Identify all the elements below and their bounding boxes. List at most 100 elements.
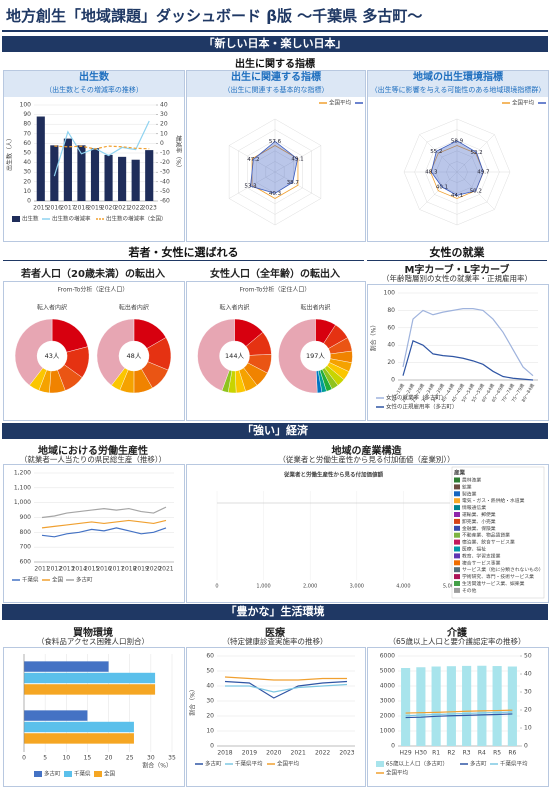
x-tick-label: 0 xyxy=(215,584,218,590)
bar xyxy=(77,145,86,201)
chart-title: 地域の出生環境指標 xyxy=(413,72,503,83)
y2-tick-label: 30 xyxy=(524,689,532,696)
x-tick-label: R5 xyxy=(493,750,501,757)
panel: 0 5 10 15 20 25 30 35 割合（%） 多古町 千葉県 全国 xyxy=(3,647,185,787)
data-label: 40.1 xyxy=(436,185,448,191)
y-tick-label: 20 xyxy=(206,713,214,720)
bar xyxy=(446,666,456,746)
y-tick-label: 800 xyxy=(20,529,32,536)
legend-label: 出生数 xyxy=(22,215,39,223)
legend-swatch xyxy=(454,560,460,566)
chart-title: 介護 xyxy=(447,628,467,639)
y2-tick-label: 40 xyxy=(524,671,532,678)
legend-label: 製造業 xyxy=(462,490,477,497)
x-tick-label: 10 xyxy=(62,755,70,762)
x-tick-label: 2020 xyxy=(266,750,281,757)
y-axis-label: 出生数（人） xyxy=(6,135,14,171)
y-tick-label: 30 xyxy=(23,169,31,176)
pie-slice xyxy=(14,318,53,386)
x-tick-label: 2011 xyxy=(34,566,49,573)
x-tick-label: 5 xyxy=(43,755,47,762)
legend-label: 全国平均 xyxy=(277,760,300,768)
chart-subtitle: （出生等に影響を与える可能性のある地域環境指標群） xyxy=(370,86,546,94)
legend-label: 電気・ガス・熱供給・水道業 xyxy=(462,497,525,504)
x-tick-label: H29 xyxy=(400,750,412,757)
y-tick-label: 1,000 xyxy=(14,499,31,506)
legend-swatch xyxy=(454,546,460,552)
bar xyxy=(50,145,59,201)
bar xyxy=(24,721,134,733)
legend-swatch xyxy=(12,216,20,222)
y-tick-label: 90 xyxy=(23,111,31,118)
legend-label: 金融業、保険業 xyxy=(462,525,496,532)
legend-swatch xyxy=(454,532,460,538)
y2-tick-label: -50 xyxy=(160,188,170,195)
data-label: 38.7 xyxy=(287,180,300,186)
pie-title: 転入者内訳 xyxy=(220,304,250,312)
legend-label: サービス業（他に分類されないもの） xyxy=(462,566,544,573)
title-rule xyxy=(2,30,548,32)
section-band: 「強い」経済 xyxy=(2,423,548,439)
y-tick-label: 40 xyxy=(387,342,395,349)
chart-subtitle: （特定健康診査実施率の推移） xyxy=(222,637,328,646)
donut-subtitle: From-To分析（定住人口） xyxy=(240,286,311,294)
y-tick-label: 50 xyxy=(23,150,31,157)
x-tick-label: 2020 xyxy=(101,205,116,212)
bar xyxy=(145,150,154,201)
legend-label: 全国平均 xyxy=(512,99,535,107)
legend-swatch xyxy=(454,525,460,531)
x-tick-label: R4 xyxy=(478,750,486,757)
bar xyxy=(118,156,127,201)
bar xyxy=(63,138,72,201)
chart: 従業者と労働生産性から見る付加価値額 0 1,000 2,000 3,000 4,000 5… xyxy=(215,466,545,599)
y-tick-label: 700 xyxy=(20,544,32,551)
line-series xyxy=(402,308,534,377)
x-tick-label: 5,000 xyxy=(443,584,457,590)
legend-swatch xyxy=(64,771,72,777)
chart: 0102030405060708090100-60-50-40-30-20-10… xyxy=(6,102,183,223)
chart-title: 地域における労働生産性 xyxy=(38,446,148,457)
y-tick-label: 60 xyxy=(206,653,214,660)
chart-title: 地域の産業構造 xyxy=(331,446,402,457)
bar xyxy=(24,661,109,672)
pie-slice xyxy=(197,318,235,392)
radar-area xyxy=(430,140,484,196)
data-label: 57.6 xyxy=(269,139,282,145)
chart: 57.649.138.740.353.347.2全国平均多古町 xyxy=(228,99,363,226)
y-tick-label: 10 xyxy=(23,188,31,195)
chart: 0 1000 2000 3000 4000 5000 6000 0 10 20 30 40 50 H29 H… xyxy=(376,653,532,777)
x-tick-label: 2018 xyxy=(121,566,136,573)
x-tick-label: 15 xyxy=(84,755,92,762)
legend-label: 千葉県平均 xyxy=(500,760,528,768)
legend-label: 全国 xyxy=(104,770,116,778)
x-tick-label: 25 xyxy=(126,755,134,762)
panel: 地域の出生環境指標 （出生等に影響を与える可能性のある地域環境指標群） 58.9 5… xyxy=(367,70,549,242)
legend-swatch xyxy=(454,567,460,573)
y-tick-label: 5000 xyxy=(380,668,395,675)
line-series xyxy=(224,676,347,681)
y-tick-label: 80 xyxy=(23,121,31,128)
legend-swatch xyxy=(454,553,460,559)
chart: 0 10 20 30 40 50 60 2018 2019 2020 2021 2022 2023 割合（… xyxy=(189,653,355,768)
legend-label: 出生数の増減率 xyxy=(52,215,91,223)
chart-title: 出生数 xyxy=(79,72,109,83)
y-tick-label: 20 xyxy=(23,178,31,185)
x-tick-label: 30 xyxy=(147,755,155,762)
panel: 従業者と労働生産性から見る付加価値額 0 1,000 2,000 3,000 4,000 5… xyxy=(186,464,549,603)
x-tick-label: 2022 xyxy=(128,205,143,212)
x-tick-label: 2021 xyxy=(291,750,306,757)
legend-label: 医療、福祉 xyxy=(462,546,486,553)
y2-tick-label: -10 xyxy=(160,150,170,157)
pie-slice xyxy=(278,318,318,394)
data-label: 55.2 xyxy=(430,149,442,155)
legend-label: 千葉県 xyxy=(22,576,39,584)
section-subtitle: 出生に関する指標 xyxy=(200,55,350,71)
legend-title: 産業 xyxy=(454,469,466,477)
section-band: 「豊かな」生活環境 xyxy=(2,604,548,620)
y-tick-label: 4000 xyxy=(380,683,395,690)
chart-subtitle: （年齢階層別の女性の就業率・正規雇用率） xyxy=(382,274,532,283)
chart: 58.952.249.750.244.140.148.355.2全国平均多古町 xyxy=(403,99,546,226)
panel: 600 700 800 900 1,000 1,100 1,200 2011 2012 2013 2… xyxy=(3,464,185,603)
y2-tick-label: 40 xyxy=(160,102,168,109)
